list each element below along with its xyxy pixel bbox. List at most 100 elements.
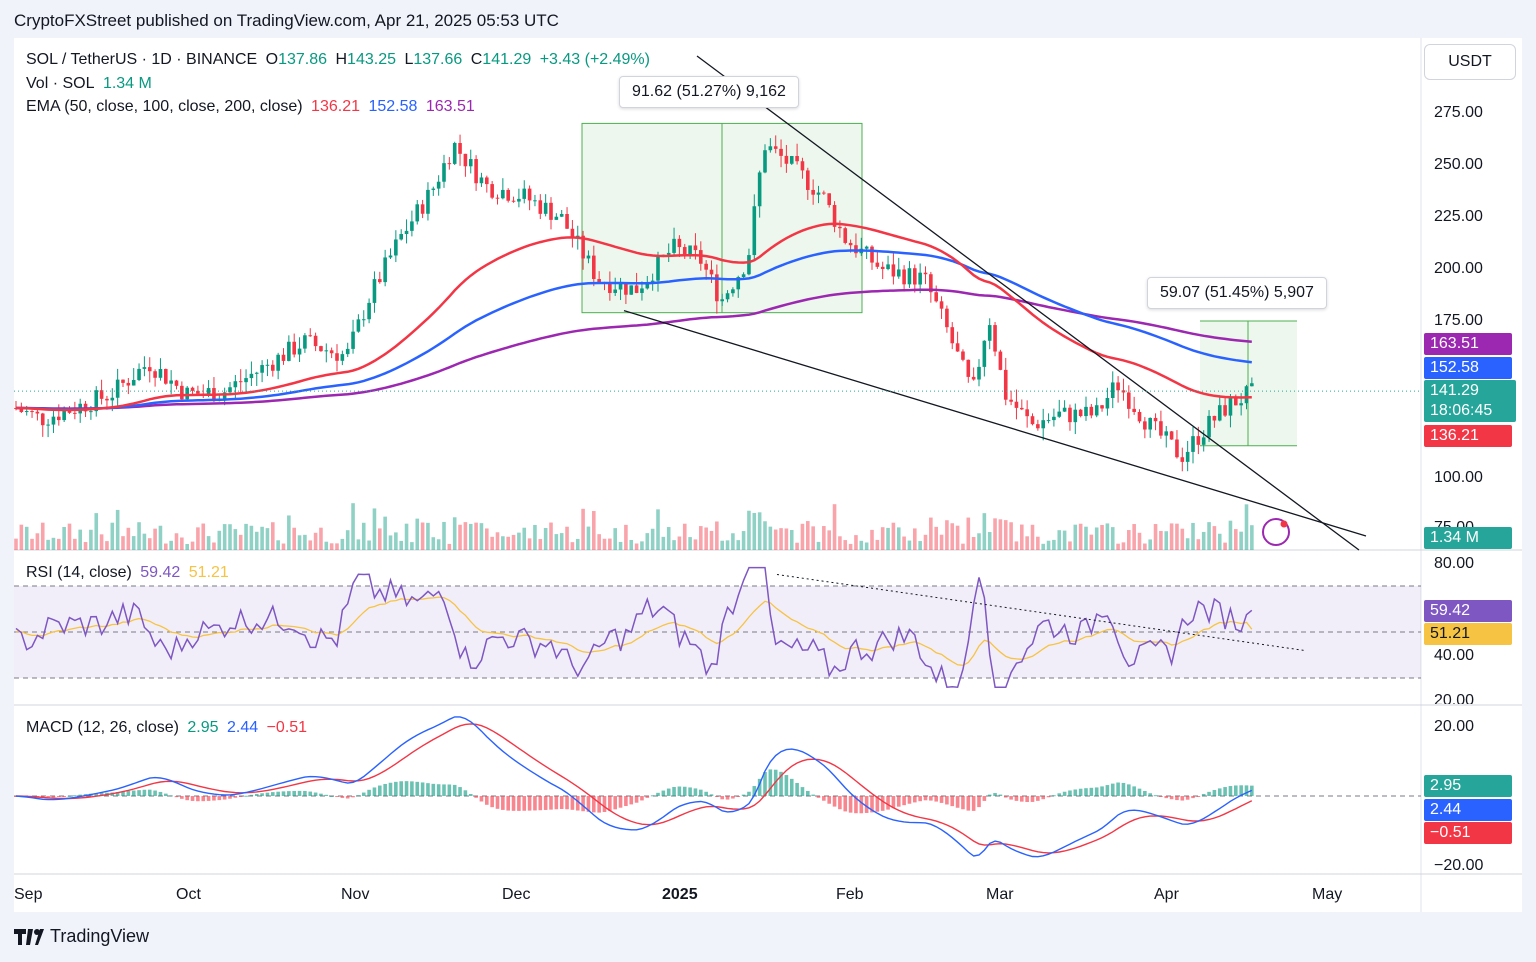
macd-histogram-bar bbox=[1159, 796, 1163, 797]
measure-label-second[interactable]: 59.07 (51.45%) 5,907 bbox=[1147, 277, 1327, 309]
volume-bar bbox=[1020, 524, 1024, 550]
candle-body bbox=[699, 250, 703, 264]
candle-body bbox=[388, 255, 393, 258]
macd-tick: 20.00 bbox=[1434, 718, 1475, 735]
candle-body bbox=[121, 379, 125, 383]
macd-histogram-bar bbox=[961, 796, 965, 810]
candle-body bbox=[131, 379, 136, 386]
candle-body bbox=[854, 245, 858, 254]
price-chart[interactable] bbox=[14, 38, 1522, 912]
macd-label[interactable]: MACD (12, 26, close) bbox=[26, 719, 179, 736]
candle-body bbox=[1153, 417, 1158, 422]
macd-histogram-bar bbox=[319, 793, 323, 796]
macd-histogram-bar bbox=[94, 793, 99, 796]
candle-body bbox=[345, 348, 350, 355]
candle-body bbox=[468, 159, 473, 167]
volume-bar bbox=[672, 540, 676, 550]
candle-body bbox=[73, 412, 77, 414]
volume-bar bbox=[506, 536, 510, 550]
volume-bar bbox=[169, 540, 173, 550]
volume-bar bbox=[372, 508, 377, 550]
volume-bar bbox=[918, 541, 922, 550]
macd-signal-price-label: 2.44 bbox=[1424, 799, 1512, 821]
macd-histogram-bar bbox=[180, 796, 184, 799]
candle-body bbox=[752, 206, 757, 256]
candle-body bbox=[287, 341, 291, 361]
candle-body bbox=[1196, 436, 1201, 445]
volume-bar bbox=[399, 540, 403, 550]
volume-bar bbox=[452, 517, 457, 550]
candle-body bbox=[1175, 439, 1179, 458]
candle-body bbox=[848, 242, 853, 246]
tradingview-logo[interactable]: TradingView bbox=[14, 926, 149, 947]
price-tick: 250.00 bbox=[1434, 156, 1483, 173]
macd-histogram-bar bbox=[800, 787, 805, 796]
rsi-legend: RSI (14, close) 59.42 51.21 bbox=[26, 564, 233, 582]
volume-label[interactable]: Vol · SOL bbox=[26, 75, 95, 92]
volume-bar bbox=[271, 522, 275, 550]
symbol-name[interactable]: SOL / TetherUS · 1D · BINANCE bbox=[26, 51, 258, 68]
candle-body bbox=[1185, 451, 1190, 462]
candle-body bbox=[511, 200, 516, 202]
candle-body bbox=[164, 369, 168, 384]
candle-body bbox=[971, 376, 976, 380]
macd-signal-value: 2.44 bbox=[226, 719, 259, 736]
ema-label[interactable]: EMA (50, close, 100, close, 200, close) bbox=[26, 98, 303, 115]
published-text: CryptoFXStreet published on TradingView.… bbox=[14, 11, 559, 30]
candle-body bbox=[158, 369, 163, 378]
volume-bar bbox=[361, 522, 366, 550]
candle-body bbox=[30, 411, 34, 413]
volume-bar bbox=[147, 538, 152, 550]
macd-histogram-bar bbox=[554, 796, 559, 810]
time-tick: Dec bbox=[502, 886, 531, 903]
macd-histogram-bar bbox=[832, 796, 837, 807]
macd-histogram-bar bbox=[431, 783, 436, 796]
ema50-price-label: 136.21 bbox=[1424, 425, 1512, 447]
measure-label-first[interactable]: 91.62 (51.27%) 9,162 bbox=[619, 76, 799, 108]
volume-bar bbox=[741, 531, 746, 550]
volume-bar bbox=[1185, 538, 1190, 550]
candle-body bbox=[666, 252, 671, 255]
candle-body bbox=[1089, 406, 1094, 416]
volume-bar bbox=[757, 512, 762, 550]
macd-histogram-bar bbox=[238, 796, 243, 797]
macd-histogram-bar bbox=[533, 796, 537, 811]
candle-body bbox=[533, 200, 537, 202]
volume-bar bbox=[110, 522, 115, 550]
volume-bar bbox=[939, 534, 944, 550]
volume-bar bbox=[501, 536, 505, 550]
macd-histogram-bar bbox=[789, 778, 794, 796]
chart-frame[interactable] bbox=[14, 38, 1522, 912]
volume-bar bbox=[474, 522, 478, 550]
volume-bar bbox=[260, 526, 264, 550]
change-value: +3.43 (+2.49%) bbox=[539, 51, 650, 68]
time-tick: Apr bbox=[1154, 886, 1179, 903]
volume-bar bbox=[83, 542, 88, 550]
macd-histogram-bar bbox=[190, 796, 195, 801]
candle-body bbox=[896, 269, 901, 277]
macd-histogram-bar bbox=[233, 796, 238, 798]
volume-bar bbox=[725, 540, 730, 550]
currency-button[interactable]: USDT bbox=[1424, 44, 1516, 80]
ema100-price-label: 152.58 bbox=[1424, 357, 1512, 379]
candle-body bbox=[490, 184, 494, 198]
volume-bar bbox=[602, 538, 607, 550]
volume-bar bbox=[987, 532, 992, 550]
candle-body bbox=[570, 228, 575, 238]
volume-bar bbox=[356, 539, 361, 550]
rsi-label[interactable]: RSI (14, close) bbox=[26, 564, 132, 581]
macd-histogram-bar bbox=[137, 790, 141, 796]
candle-body bbox=[672, 238, 676, 253]
candle-body bbox=[559, 213, 564, 217]
macd-histogram-bar bbox=[1052, 795, 1056, 797]
volume-bar bbox=[688, 537, 692, 550]
candle-body bbox=[741, 274, 746, 278]
macd-histogram-bar bbox=[977, 796, 981, 808]
candle-body bbox=[1148, 417, 1152, 430]
volume-bar bbox=[222, 524, 227, 550]
macd-histogram-bar bbox=[463, 790, 468, 796]
candle-body bbox=[907, 268, 912, 285]
trendline-lower bbox=[623, 309, 1367, 537]
macd-histogram-bar bbox=[570, 796, 575, 810]
volume-bar bbox=[838, 536, 842, 550]
